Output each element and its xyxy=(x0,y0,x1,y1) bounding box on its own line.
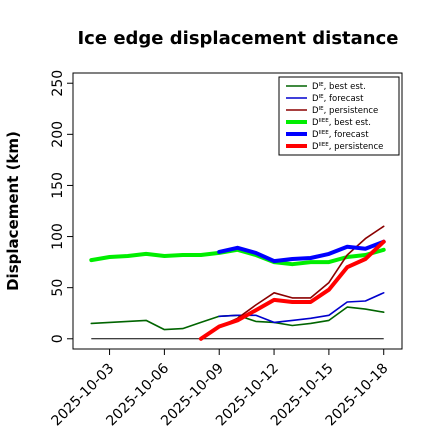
legend-entry-label: DIE, forecast xyxy=(312,94,364,104)
legend: DIE, best est. DIE, forecast DIE, persiste… xyxy=(278,76,400,156)
y-tick-label: 150 xyxy=(50,172,66,199)
y-tick-label: 200 xyxy=(50,121,66,148)
legend-entry-label: DIE, persistence xyxy=(312,106,378,116)
y-tick-label: 250 xyxy=(50,70,66,97)
legend-box xyxy=(278,76,400,156)
x-axis: 2025-10-032025-10-062025-10-092025-10-12… xyxy=(49,348,392,429)
series-layer xyxy=(89,225,386,341)
series-line-6 xyxy=(198,239,386,341)
chart-title: Ice edge displacement distance xyxy=(77,28,398,49)
y-tick-label: 100 xyxy=(50,223,66,250)
legend-entry-label: DIE, best est. xyxy=(312,82,366,92)
y-tick-label: 0 xyxy=(50,334,66,343)
y-tick-label: 50 xyxy=(50,279,66,297)
y-axis-label: Displacement (km) xyxy=(4,131,22,291)
legend-entry-label: DIIEE, forecast xyxy=(312,130,369,140)
legend-entry-label: DIIEE, persistence xyxy=(312,142,383,152)
y-axis: 0 50 100 150 200 250 xyxy=(50,70,74,343)
series-line-5 xyxy=(217,239,386,264)
series-line-1 xyxy=(89,247,386,267)
legend-entry-label: DIIEE, best est. xyxy=(312,118,371,128)
